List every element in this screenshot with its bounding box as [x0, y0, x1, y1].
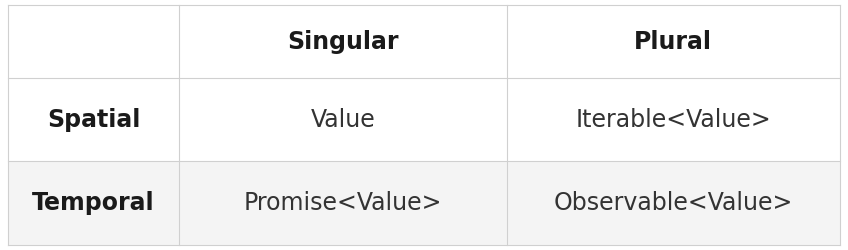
Text: Value: Value	[310, 108, 376, 132]
Bar	[179, 161, 507, 245]
Text: Singular: Singular	[287, 30, 399, 54]
Text: Spatial: Spatial	[47, 108, 141, 132]
Bar	[507, 5, 840, 78]
Bar	[179, 78, 507, 161]
Bar	[8, 78, 179, 161]
Text: Promise<Value>: Promise<Value>	[243, 191, 442, 215]
Bar	[507, 161, 840, 245]
Bar	[8, 161, 179, 245]
Text: Iterable<Value>: Iterable<Value>	[576, 108, 771, 132]
Bar	[179, 5, 507, 78]
Text: Observable<Value>: Observable<Value>	[554, 191, 793, 215]
Text: Plural: Plural	[634, 30, 712, 54]
Bar	[8, 5, 179, 78]
Bar	[507, 78, 840, 161]
Text: Temporal: Temporal	[32, 191, 155, 215]
